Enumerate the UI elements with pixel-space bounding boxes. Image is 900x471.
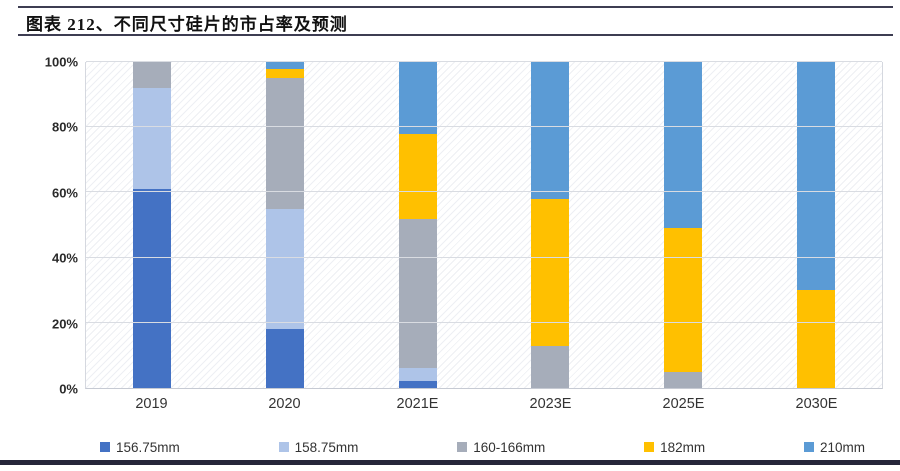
stacked-bar-2025E [664, 62, 703, 388]
legend-marker-icon [644, 442, 655, 452]
bar-segment-160-166mm [531, 345, 570, 388]
y-tick-label: 80% [51, 119, 78, 135]
y-tick-label: 20% [51, 316, 78, 332]
gridline [86, 61, 882, 62]
bar-segment-210mm [266, 62, 304, 69]
legend-item-210mm: 210mm [803, 439, 865, 455]
legend-marker-icon [278, 442, 289, 452]
legend-item-182mm: 182mm [644, 440, 705, 455]
x-tick-label-2025E: 2025E [662, 396, 705, 412]
bars-container [86, 62, 882, 388]
stacked-bar-2020 [266, 62, 304, 388]
bar-column-2021E [351, 62, 484, 388]
bar-segment-158.75mm [133, 88, 172, 190]
bar-segment-160-166mm [133, 62, 172, 89]
y-tick-label: 40% [51, 250, 78, 266]
gridline [86, 321, 882, 323]
legend-label: 210mm [819, 439, 865, 455]
bar-column-2025E [617, 62, 750, 388]
bar-column-2020 [219, 62, 352, 388]
legend-item-156.75mm: 156.75mm [100, 440, 180, 455]
legend-label: 156.75mm [116, 439, 180, 455]
bar-segment-182mm [398, 133, 437, 219]
bar-segment-160-166mm [398, 218, 437, 369]
stacked-bar-2021E [398, 62, 437, 388]
bar-segment-182mm [796, 290, 835, 388]
y-tick-label: 100% [44, 54, 78, 70]
bar-column-2030E [749, 62, 882, 388]
bar-segment-182mm [664, 228, 703, 372]
bar-segment-160-166mm [266, 78, 304, 209]
bar-segment-210mm [531, 62, 570, 199]
bar-segment-158.75mm [266, 208, 304, 330]
legend-label: 182mm [660, 439, 706, 455]
legend-marker-icon [803, 442, 814, 452]
stacked-bar-2023E [531, 62, 570, 388]
bar-segment-156.75mm [266, 329, 304, 388]
legend-item-158.75mm: 158.75mm [278, 439, 359, 455]
gridline [86, 126, 882, 128]
bar-segment-158.75mm [398, 368, 437, 382]
x-tick-label-2020: 2020 [268, 396, 301, 412]
legend-marker-icon [100, 442, 110, 452]
bar-column-2023E [484, 62, 617, 388]
bar-segment-160-166mm [664, 371, 703, 388]
legend-marker-icon [457, 442, 468, 452]
bar-segment-182mm [266, 68, 304, 79]
stacked-bar-2019 [133, 62, 172, 388]
bar-segment-210mm [796, 62, 835, 291]
bar-segment-210mm [398, 62, 437, 134]
x-tick-label-2023E: 2023E [529, 396, 572, 412]
legend: 156.75mm 158.75mm 160-166mm 182mm 210mm [100, 438, 865, 456]
gridline [86, 256, 882, 258]
legend-item-160-166mm: 160-166mm [457, 440, 545, 455]
bottom-rule [0, 460, 900, 465]
title-underline [18, 34, 893, 36]
x-tick-label-2021E: 2021E [396, 396, 439, 412]
bar-column-2019 [86, 62, 219, 388]
bar-segment-156.75mm [133, 189, 172, 388]
stacked-bar-2030E [796, 62, 835, 388]
figure-title: 图表 212、不同尺寸硅片的市占率及预测 [26, 15, 348, 34]
x-axis: 2019 2020 2021E 2023E 2025E 2030E [85, 396, 883, 412]
top-rule [18, 6, 893, 8]
y-tick-label: 0% [59, 381, 78, 397]
legend-label: 160-166mm [473, 439, 546, 455]
gridline [86, 191, 882, 193]
bar-segment-210mm [664, 62, 703, 229]
legend-label: 158.75mm [294, 439, 359, 455]
bar-segment-156.75mm [398, 381, 437, 388]
x-tick-label-2030E: 2030E [795, 396, 838, 412]
y-axis: 0% 20% 40% 60% 80% 100% [0, 55, 78, 397]
y-tick-label: 60% [51, 185, 78, 201]
plot-area [85, 61, 883, 389]
bar-segment-182mm [531, 198, 570, 346]
x-tick-label-2019: 2019 [135, 396, 168, 412]
